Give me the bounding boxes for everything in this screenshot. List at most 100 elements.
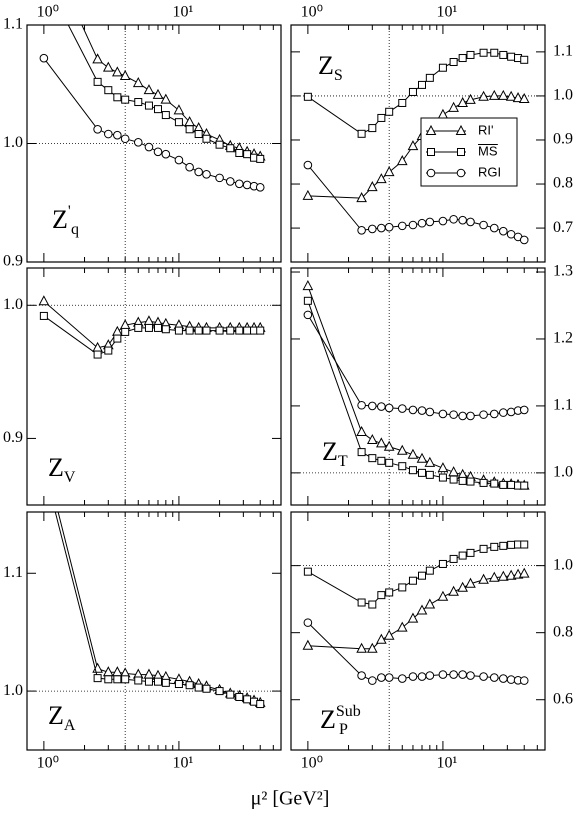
panel-title: ZT: [322, 437, 348, 470]
marker-circle: [202, 170, 211, 179]
marker-circle: [397, 221, 407, 231]
marker-circle: [194, 167, 203, 177]
marker-triangle: [302, 639, 314, 650]
marker-square: [235, 148, 244, 157]
marker-square: [161, 325, 170, 334]
y-tick-label: 1.1: [3, 564, 23, 581]
marker-square: [425, 470, 434, 479]
marker-square: [215, 326, 224, 335]
marker-triangle: [424, 598, 436, 609]
marker-square: [507, 52, 516, 61]
marker-square: [466, 477, 475, 486]
marker-circle: [161, 149, 171, 159]
marker-square: [154, 677, 163, 686]
marker-square: [256, 154, 265, 163]
marker-square: [425, 566, 434, 575]
x-axis-label: μ² [GeV²]: [251, 788, 330, 810]
marker-triangle: [143, 668, 155, 679]
x-tick-label: 10¹: [437, 755, 458, 772]
marker-circle: [479, 672, 488, 681]
marker-square: [243, 326, 252, 335]
marker-square: [377, 456, 386, 465]
series-line: [307, 573, 525, 650]
marker-square: [449, 554, 458, 563]
marker-square: [458, 476, 467, 485]
marker-circle: [357, 225, 366, 235]
marker-triangle: [448, 101, 459, 112]
y-tick-label: 1.1: [553, 397, 573, 414]
marker-circle: [357, 400, 366, 410]
marker-square: [466, 548, 475, 557]
marker-square: [194, 683, 203, 692]
marker-square: [121, 327, 130, 336]
marker-square: [243, 695, 252, 704]
marker-square: [479, 478, 488, 487]
x-tick-label: 10⁰: [37, 4, 59, 21]
panel-title: ZS: [318, 51, 343, 84]
marker-circle: [185, 162, 194, 172]
legend-marker: [425, 124, 437, 135]
marker-triangle: [376, 633, 387, 644]
panel-title-sup: Sub: [336, 703, 361, 720]
panel-title-main: Z: [48, 701, 64, 730]
marker-square: [499, 50, 508, 59]
panel-title-sub: S: [334, 67, 343, 84]
panel-title-main: Z: [52, 205, 68, 234]
marker-square: [144, 323, 153, 332]
marker-square: [161, 678, 170, 687]
panel-title: ZSub P: [320, 703, 361, 738]
plot-area: [302, 280, 530, 490]
marker-triangle: [376, 173, 387, 184]
marker-triangle: [396, 444, 408, 455]
panel-title-main: Z: [320, 705, 336, 734]
marker-square: [520, 481, 529, 490]
marker-circle: [133, 138, 143, 147]
y-tick-label: 1.0: [553, 87, 573, 104]
marker-circle: [425, 407, 435, 417]
marker-triangle: [143, 315, 155, 326]
marker-square: [520, 540, 529, 549]
marker-circle: [499, 674, 508, 683]
marker-square: [499, 480, 508, 489]
marker-circle: [408, 220, 418, 230]
marker-circle: [242, 180, 252, 190]
y-tick-label: 1.0: [3, 296, 23, 313]
marker-square: [104, 346, 113, 355]
marker-square: [368, 600, 377, 609]
marker-circle: [397, 674, 407, 683]
x-tick-label: 10⁰: [37, 755, 59, 772]
panel-frame: [290, 24, 546, 263]
marker-circle: [303, 160, 313, 170]
marker-triangle: [407, 448, 419, 459]
marker-circle: [499, 226, 508, 236]
marker-circle: [506, 407, 516, 417]
marker-triangle: [505, 569, 517, 580]
marker-triangle: [488, 89, 500, 100]
marker-triangle: [132, 76, 144, 88]
marker-circle: [357, 671, 366, 680]
marker-triangle: [396, 621, 408, 632]
marker-square: [303, 296, 312, 305]
marker-square: [194, 130, 203, 139]
y-tick-label: 0.8: [553, 175, 573, 192]
marker-circle: [499, 408, 508, 417]
marker-circle: [377, 673, 386, 682]
y-tick-label: 0.6: [553, 690, 573, 707]
marker-triangle: [112, 666, 123, 677]
marker-square: [377, 113, 386, 122]
x-tick-label: 10¹: [437, 4, 458, 21]
marker-square: [134, 323, 143, 332]
plot-area: [302, 540, 530, 685]
marker-triangle: [173, 104, 185, 115]
marker-triangle: [383, 629, 395, 640]
series-line: [307, 314, 525, 417]
marker-square: [154, 105, 163, 114]
marker-square: [235, 326, 244, 335]
marker-triangle: [396, 155, 408, 166]
marker-triangle: [478, 90, 489, 101]
marker-triangle: [512, 92, 524, 103]
marker-square: [113, 334, 122, 343]
panel-title: ZV: [48, 453, 76, 486]
marker-triangle: [497, 570, 509, 581]
marker-circle: [466, 217, 475, 227]
